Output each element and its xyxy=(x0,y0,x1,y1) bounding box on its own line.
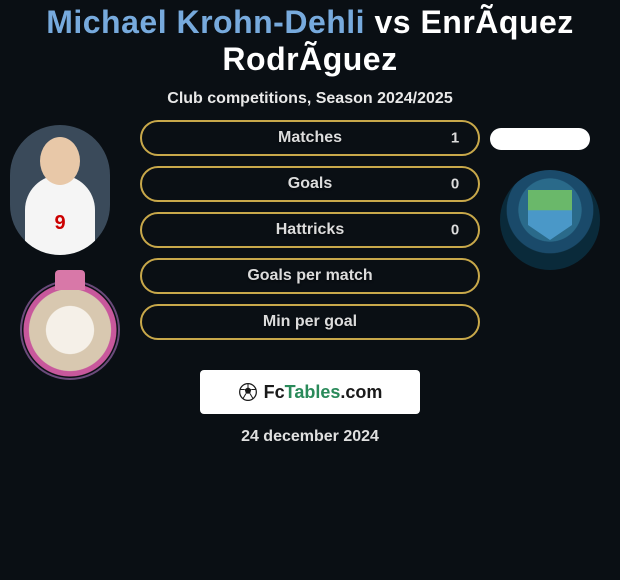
soccer-ball-icon xyxy=(238,382,258,402)
stat-row-goals-per-match: Goals per match xyxy=(140,258,480,294)
stat-value-left: 1 xyxy=(440,130,470,147)
stats-panel: Matches 1 Goals 0 Hattricks 0 Goals per … xyxy=(140,120,480,350)
logo-com: .com xyxy=(340,382,382,402)
logo-text: FcTables.com xyxy=(264,382,383,403)
vs-text: vs xyxy=(374,4,411,40)
player1-jersey-number: 9 xyxy=(54,212,65,235)
player1-photo: 9 xyxy=(10,125,110,255)
player1-head xyxy=(40,137,80,185)
stat-value-left: 0 xyxy=(440,222,470,239)
stat-label: Goals per match xyxy=(247,267,372,285)
logo-tables: Tables xyxy=(285,382,341,402)
stat-row-min-per-goal: Min per goal xyxy=(140,304,480,340)
stat-label: Hattricks xyxy=(276,221,344,239)
logo-fc: Fc xyxy=(264,382,285,402)
date-text: 24 december 2024 xyxy=(0,428,620,446)
infographic-container: Michael Krohn-Dehli vs EnrÃquez RodrÃgue… xyxy=(0,0,620,580)
stat-row-goals: Goals 0 xyxy=(140,166,480,202)
stat-row-hattricks: Hattricks 0 xyxy=(140,212,480,248)
stat-label: Matches xyxy=(278,129,342,147)
crest-left-text xyxy=(47,307,93,353)
stat-label: Min per goal xyxy=(263,313,357,331)
player1-club-crest xyxy=(20,280,120,380)
stat-label: Goals xyxy=(288,175,332,193)
player2-club-crest xyxy=(500,170,600,270)
stat-value-left: 0 xyxy=(440,176,470,193)
subtitle: Club competitions, Season 2024/2025 xyxy=(0,90,620,108)
fctables-logo: FcTables.com xyxy=(200,370,420,414)
stat-row-matches: Matches 1 xyxy=(140,120,480,156)
player1-name: Michael Krohn-Dehli xyxy=(46,4,365,40)
player2-name-pill xyxy=(490,128,590,150)
page-title: Michael Krohn-Dehli vs EnrÃquez RodrÃgue… xyxy=(0,0,620,78)
